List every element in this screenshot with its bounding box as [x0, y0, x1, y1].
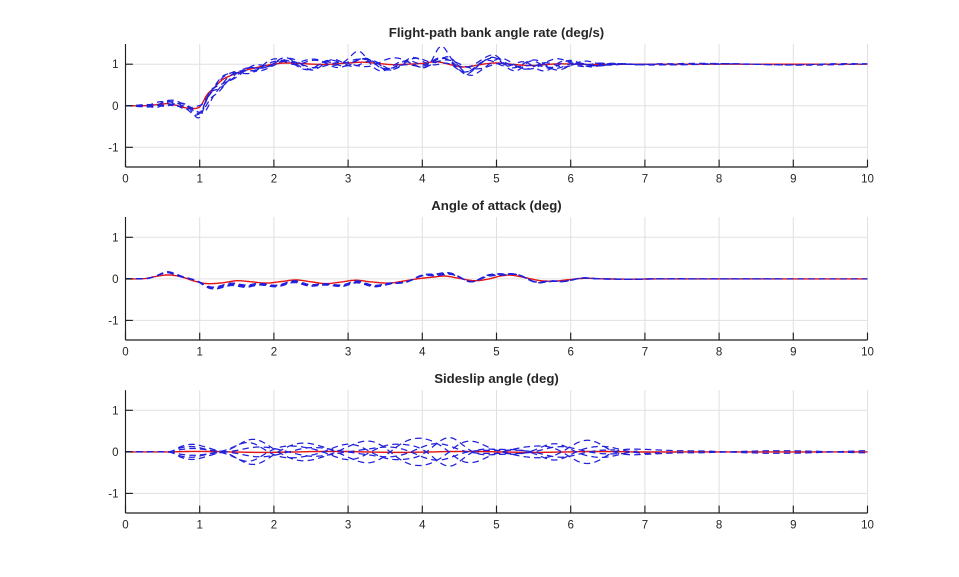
svg-text:0: 0	[112, 101, 118, 113]
svg-text:7: 7	[642, 520, 648, 532]
svg-text:-1: -1	[108, 488, 118, 500]
svg-text:9: 9	[790, 520, 796, 532]
svg-text:10: 10	[861, 347, 874, 359]
svg-text:0: 0	[112, 447, 118, 459]
svg-text:-1: -1	[108, 142, 118, 154]
svg-text:6: 6	[567, 520, 573, 532]
svg-text:7: 7	[642, 174, 648, 186]
svg-text:5: 5	[493, 520, 499, 532]
svg-text:0: 0	[112, 274, 118, 286]
svg-text:9: 9	[790, 347, 796, 359]
svg-text:10: 10	[861, 174, 874, 186]
svg-text:1: 1	[196, 347, 202, 359]
svg-text:4: 4	[419, 520, 426, 532]
svg-text:3: 3	[345, 520, 351, 532]
svg-text:4: 4	[419, 347, 426, 359]
svg-text:1: 1	[112, 232, 118, 244]
svg-text:6: 6	[567, 174, 573, 186]
svg-text:2: 2	[271, 347, 277, 359]
svg-text:3: 3	[345, 174, 351, 186]
svg-text:6: 6	[567, 347, 573, 359]
svg-text:Sideslip angle (deg): Sideslip angle (deg)	[434, 371, 559, 386]
svg-text:9: 9	[790, 174, 796, 186]
svg-text:5: 5	[493, 174, 499, 186]
svg-text:-1: -1	[108, 315, 118, 327]
svg-text:0: 0	[122, 347, 128, 359]
svg-text:4: 4	[419, 174, 426, 186]
svg-text:8: 8	[716, 347, 722, 359]
svg-text:Angle of attack (deg): Angle of attack (deg)	[431, 198, 561, 213]
svg-text:0: 0	[122, 174, 128, 186]
svg-text:8: 8	[716, 520, 722, 532]
svg-text:1: 1	[196, 520, 202, 532]
svg-text:2: 2	[271, 520, 277, 532]
svg-text:2: 2	[271, 174, 277, 186]
svg-text:1: 1	[112, 59, 118, 71]
svg-text:10: 10	[861, 520, 874, 532]
svg-text:0: 0	[122, 520, 128, 532]
svg-text:3: 3	[345, 347, 351, 359]
svg-text:7: 7	[642, 347, 648, 359]
svg-text:Flight-path bank angle rate (d: Flight-path bank angle rate (deg/s)	[389, 25, 604, 40]
svg-text:1: 1	[112, 405, 118, 417]
svg-text:5: 5	[493, 347, 499, 359]
svg-text:8: 8	[716, 174, 722, 186]
svg-text:1: 1	[196, 174, 202, 186]
